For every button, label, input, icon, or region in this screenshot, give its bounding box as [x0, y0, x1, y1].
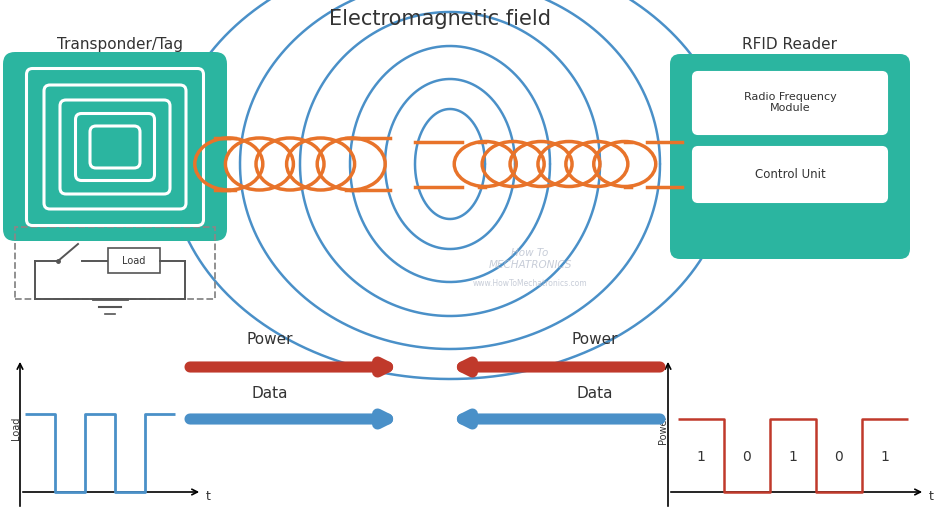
Text: 1: 1 — [697, 450, 705, 464]
Text: www.HowToMechatronics.com: www.HowToMechatronics.com — [472, 279, 587, 288]
Text: 1: 1 — [881, 450, 889, 464]
Text: Load: Load — [11, 417, 21, 441]
FancyBboxPatch shape — [693, 147, 887, 202]
Text: 0: 0 — [835, 450, 843, 464]
Bar — [15, 227, 215, 299]
Text: How To
MECHATRONICS: How To MECHATRONICS — [488, 248, 572, 270]
Text: 0: 0 — [743, 450, 751, 464]
Text: Power: Power — [247, 332, 293, 346]
Text: 1: 1 — [789, 450, 797, 464]
Text: Control Unit: Control Unit — [755, 168, 825, 181]
Bar — [108, 248, 160, 273]
Text: Load: Load — [122, 256, 146, 266]
Text: t: t — [206, 489, 210, 503]
Text: Data: Data — [577, 386, 613, 400]
Text: Power: Power — [658, 414, 668, 443]
Text: Transponder/Tag: Transponder/Tag — [57, 37, 183, 51]
Text: Data: Data — [252, 386, 288, 400]
Text: t: t — [929, 489, 933, 503]
FancyBboxPatch shape — [670, 54, 910, 259]
FancyBboxPatch shape — [3, 52, 227, 241]
Text: Power: Power — [572, 332, 618, 346]
FancyBboxPatch shape — [693, 72, 887, 134]
Text: Radio Frequency
Module: Radio Frequency Module — [744, 92, 837, 113]
Text: Electromagnetic field: Electromagnetic field — [329, 9, 551, 29]
Text: RFID Reader: RFID Reader — [743, 37, 838, 51]
